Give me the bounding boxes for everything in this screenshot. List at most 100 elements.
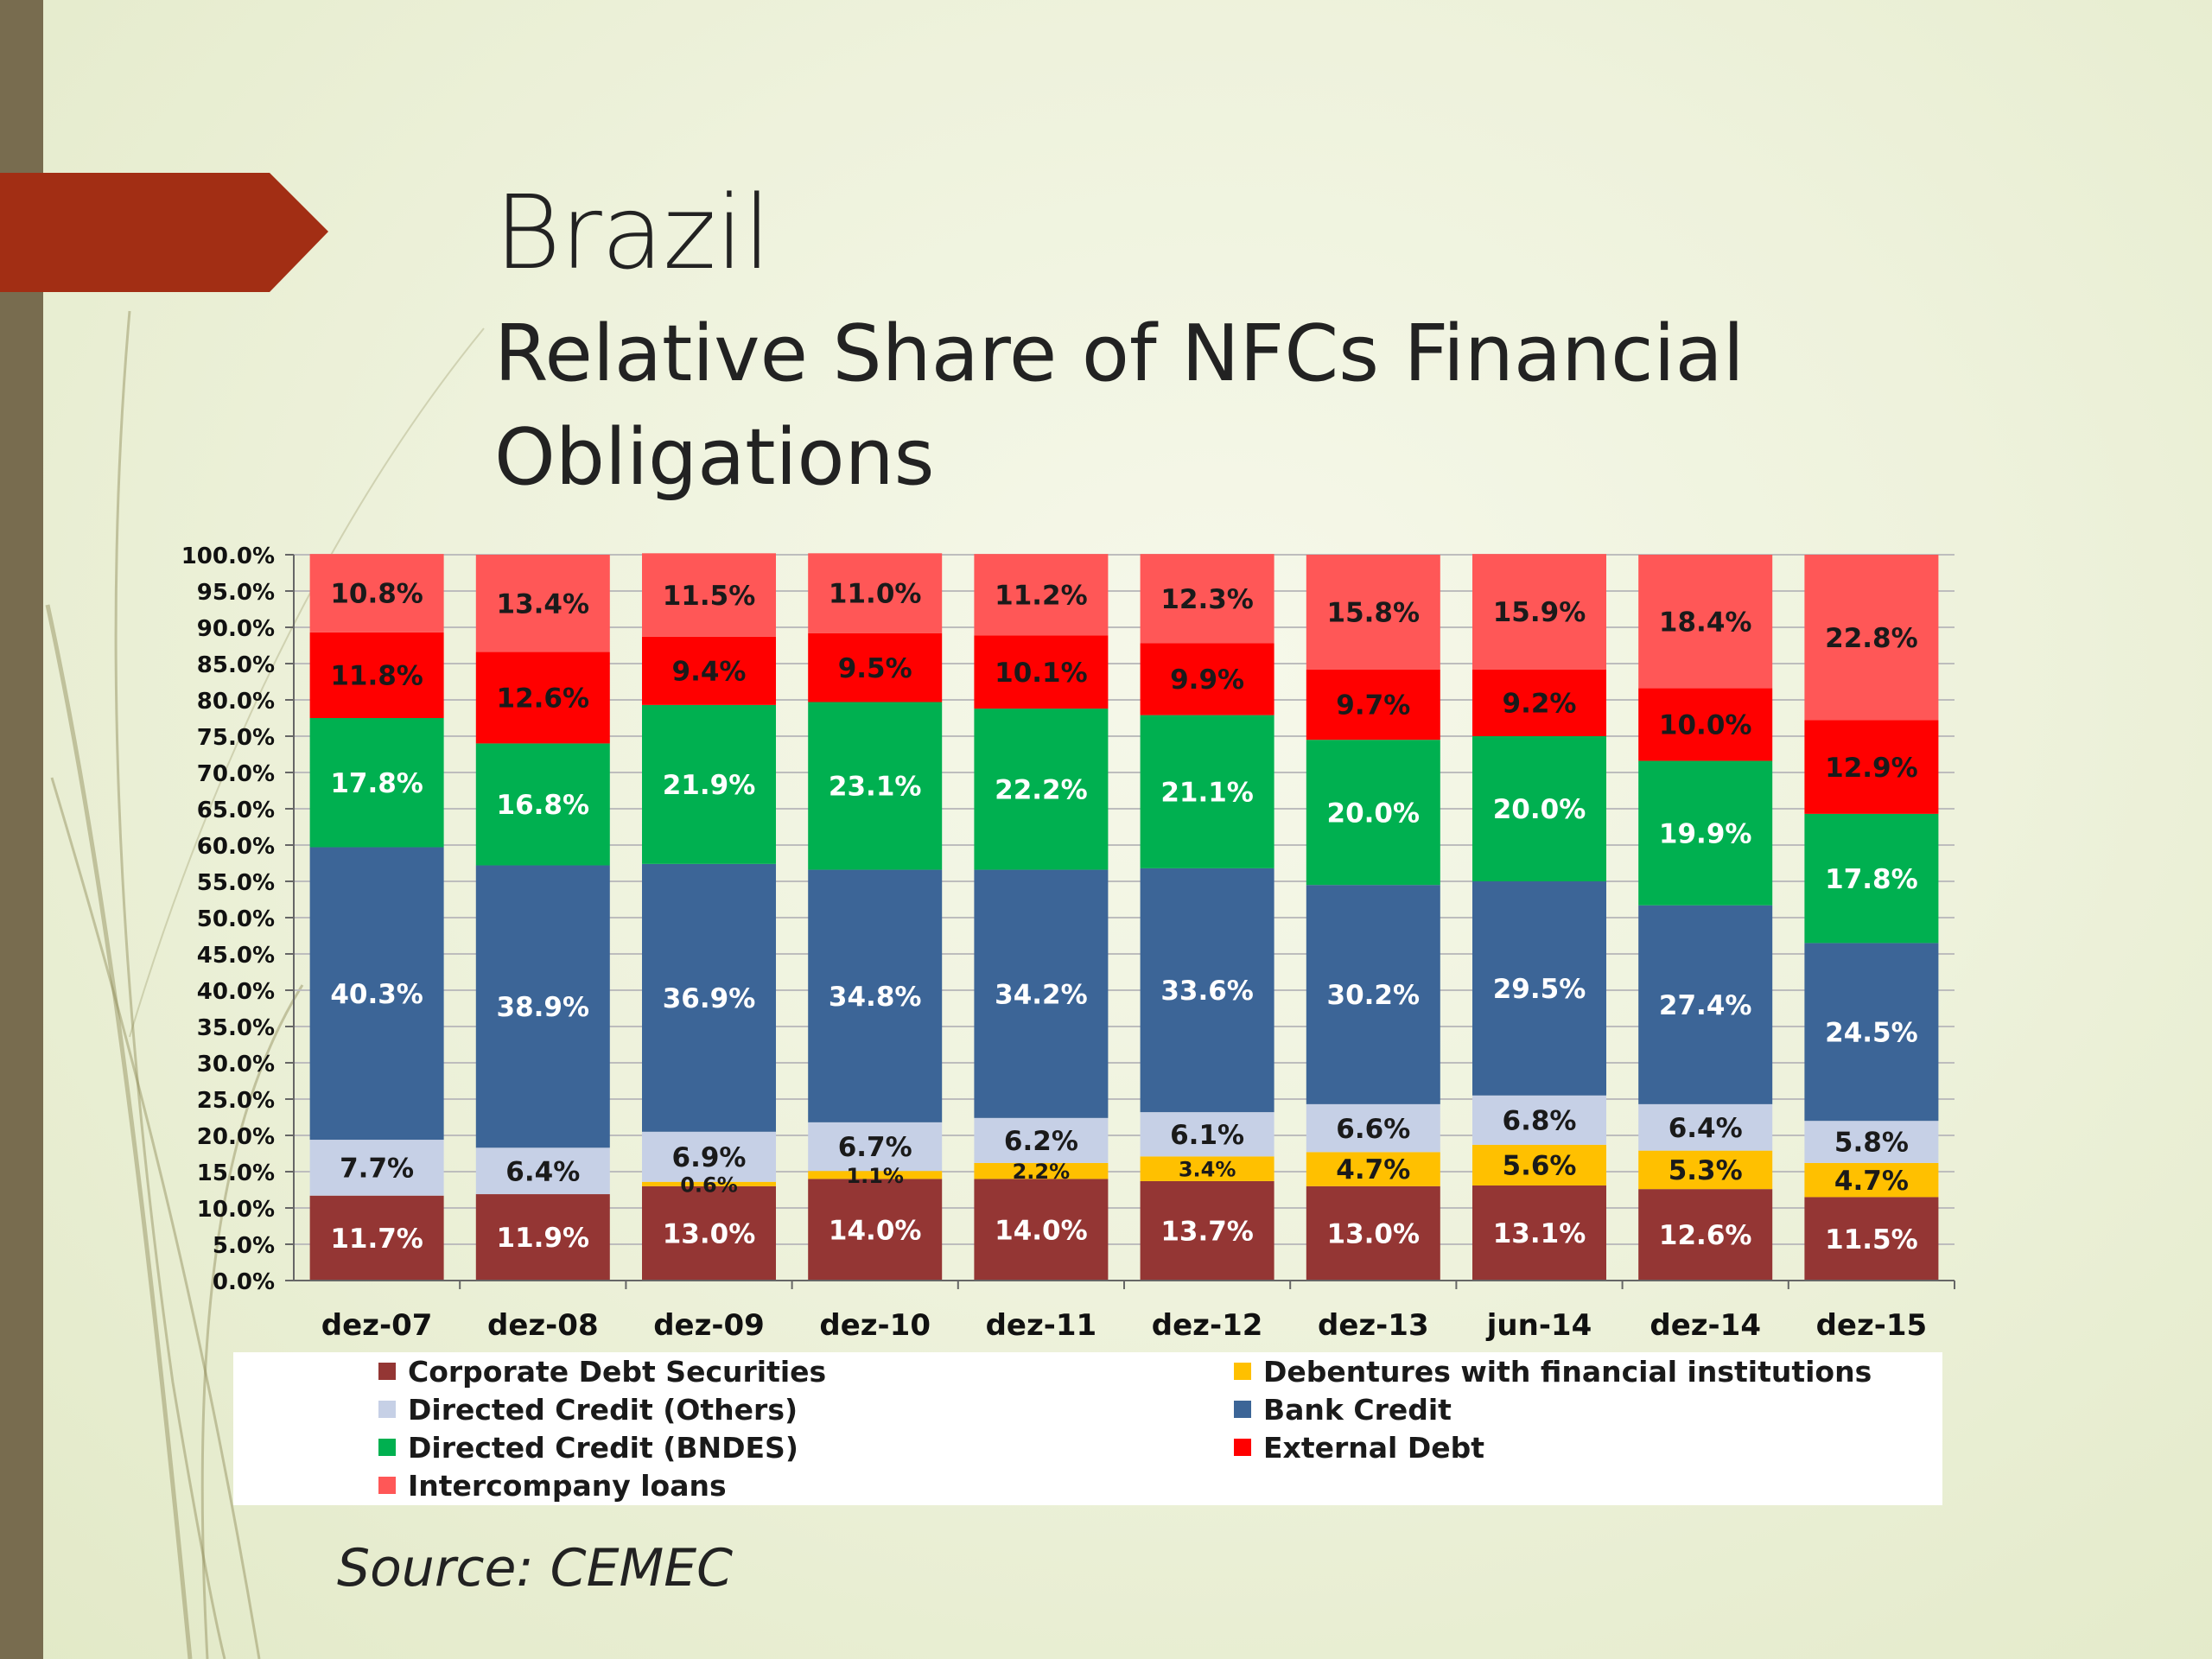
bar-segment bbox=[808, 632, 943, 702]
y-tick-label: 20.0% bbox=[197, 1124, 275, 1150]
legend-swatch bbox=[378, 1477, 396, 1494]
title-arrow-shape bbox=[0, 173, 328, 292]
legend-label: Debentures with financial institutions bbox=[1263, 1354, 1872, 1389]
data-label: 11.8% bbox=[330, 661, 423, 692]
bar-segment bbox=[1472, 881, 1606, 1096]
legend-label: Directed Credit (Others) bbox=[408, 1392, 798, 1427]
data-label: 9.9% bbox=[1170, 664, 1244, 696]
data-label: 13.1% bbox=[1493, 1218, 1586, 1249]
bar-segment bbox=[1306, 669, 1440, 741]
data-label: 13.0% bbox=[663, 1219, 756, 1250]
data-label: 5.6% bbox=[1503, 1151, 1577, 1182]
bar-segment bbox=[309, 554, 444, 632]
y-tick-label: 65.0% bbox=[197, 798, 275, 823]
data-label: 34.8% bbox=[829, 982, 922, 1013]
legend-swatch bbox=[378, 1439, 396, 1456]
bar-segment bbox=[1638, 1103, 1773, 1151]
slide-title: Brazil bbox=[494, 173, 772, 292]
bar-segment bbox=[1472, 736, 1606, 881]
x-tick-label: dez-15 bbox=[1816, 1308, 1928, 1343]
bar-segment bbox=[642, 1185, 776, 1281]
decorative-curves bbox=[45, 310, 485, 1659]
bar-segment bbox=[1804, 943, 1939, 1122]
data-label: 14.0% bbox=[995, 1215, 1088, 1246]
bar-segment bbox=[475, 1194, 610, 1281]
bar-segment bbox=[1140, 1156, 1274, 1181]
data-label: 6.7% bbox=[838, 1132, 912, 1163]
legend-swatch bbox=[1234, 1401, 1251, 1418]
chart-legend: Corporate Debt Securities Debentures with… bbox=[233, 1352, 1942, 1505]
legend-swatch bbox=[1234, 1439, 1251, 1456]
data-label: 3.4% bbox=[1179, 1158, 1236, 1182]
data-label: 15.9% bbox=[1493, 597, 1586, 628]
legend-label: External Debt bbox=[1263, 1430, 1484, 1465]
data-label: 6.8% bbox=[1503, 1106, 1577, 1137]
bar-segment bbox=[1472, 1095, 1606, 1145]
data-label: 7.7% bbox=[340, 1154, 414, 1185]
data-label: 12.3% bbox=[1160, 584, 1254, 615]
bar-segment bbox=[1638, 760, 1773, 906]
data-label: 5.3% bbox=[1669, 1155, 1743, 1186]
data-label: 23.1% bbox=[829, 772, 922, 803]
x-tick-label: dez-09 bbox=[653, 1308, 765, 1343]
data-label: 6.1% bbox=[1170, 1120, 1244, 1151]
y-tick-label: 40.0% bbox=[197, 979, 275, 1005]
bar-segment bbox=[642, 1181, 776, 1186]
x-tick-label: dez-07 bbox=[321, 1308, 433, 1343]
bar-segment bbox=[974, 1117, 1109, 1163]
bar-segment bbox=[1472, 1144, 1606, 1185]
bar-segment bbox=[808, 1179, 943, 1281]
data-label: 4.7% bbox=[1834, 1166, 1909, 1197]
bar-segment bbox=[1140, 643, 1274, 715]
y-tick-label: 90.0% bbox=[197, 616, 275, 642]
y-tick-label: 60.0% bbox=[197, 834, 275, 860]
data-label: 5.8% bbox=[1834, 1128, 1909, 1159]
legend-item: Intercompany loans bbox=[378, 1468, 727, 1503]
bar-segment bbox=[475, 555, 610, 652]
bar-segment bbox=[475, 743, 610, 866]
data-label: 33.6% bbox=[1160, 976, 1254, 1007]
legend-item: External Debt bbox=[1234, 1430, 1484, 1465]
bar-segment bbox=[974, 1162, 1109, 1179]
data-label: 4.7% bbox=[1336, 1154, 1410, 1185]
data-label: 13.0% bbox=[1327, 1219, 1421, 1250]
bar-segment bbox=[1638, 688, 1773, 761]
data-label: 11.5% bbox=[1825, 1224, 1918, 1255]
data-label: 10.0% bbox=[1659, 710, 1752, 741]
bar-segment bbox=[1804, 720, 1939, 814]
bar-segment bbox=[1140, 1180, 1274, 1281]
bar-segment bbox=[974, 709, 1109, 870]
legend-swatch bbox=[1234, 1363, 1251, 1380]
bar-segment bbox=[1638, 905, 1773, 1104]
data-label: 21.1% bbox=[1160, 777, 1254, 808]
data-label: 20.0% bbox=[1327, 798, 1421, 829]
slide-subtitle: Relative Share of NFCs Financial Obligat… bbox=[494, 308, 1745, 503]
y-tick-label: 55.0% bbox=[197, 870, 275, 896]
bar-segment bbox=[475, 1147, 610, 1195]
bar-segment bbox=[1306, 1152, 1440, 1186]
data-label: 13.7% bbox=[1160, 1217, 1254, 1248]
bar-segment bbox=[1804, 1162, 1939, 1198]
bar-segment bbox=[974, 635, 1109, 709]
data-label: 12.9% bbox=[1825, 753, 1918, 784]
bar-segment bbox=[974, 869, 1109, 1118]
data-label: 20.0% bbox=[1493, 794, 1586, 825]
bar-segment bbox=[1472, 554, 1606, 670]
data-label: 21.9% bbox=[663, 770, 756, 801]
bar-segment bbox=[1140, 868, 1274, 1113]
bar-segment bbox=[475, 865, 610, 1148]
data-label: 9.5% bbox=[838, 653, 912, 684]
legend-label: Bank Credit bbox=[1263, 1392, 1452, 1427]
data-label: 27.4% bbox=[1659, 990, 1752, 1021]
legend-label: Intercompany loans bbox=[408, 1468, 727, 1503]
axes: 0.0% 5.0% 10.0% 15.0% 20.0% 25.0% 30.0% 35.0% 40… bbox=[181, 543, 1955, 1343]
y-tick-label: 85.0% bbox=[197, 652, 275, 678]
data-label: 24.5% bbox=[1825, 1017, 1918, 1048]
bar-segment bbox=[1306, 555, 1440, 670]
data-label: 13.4% bbox=[497, 588, 590, 620]
bar-segment bbox=[808, 553, 943, 633]
data-label: 6.4% bbox=[505, 1156, 580, 1187]
bar-segment bbox=[642, 863, 776, 1132]
data-label: 34.2% bbox=[995, 979, 1088, 1010]
